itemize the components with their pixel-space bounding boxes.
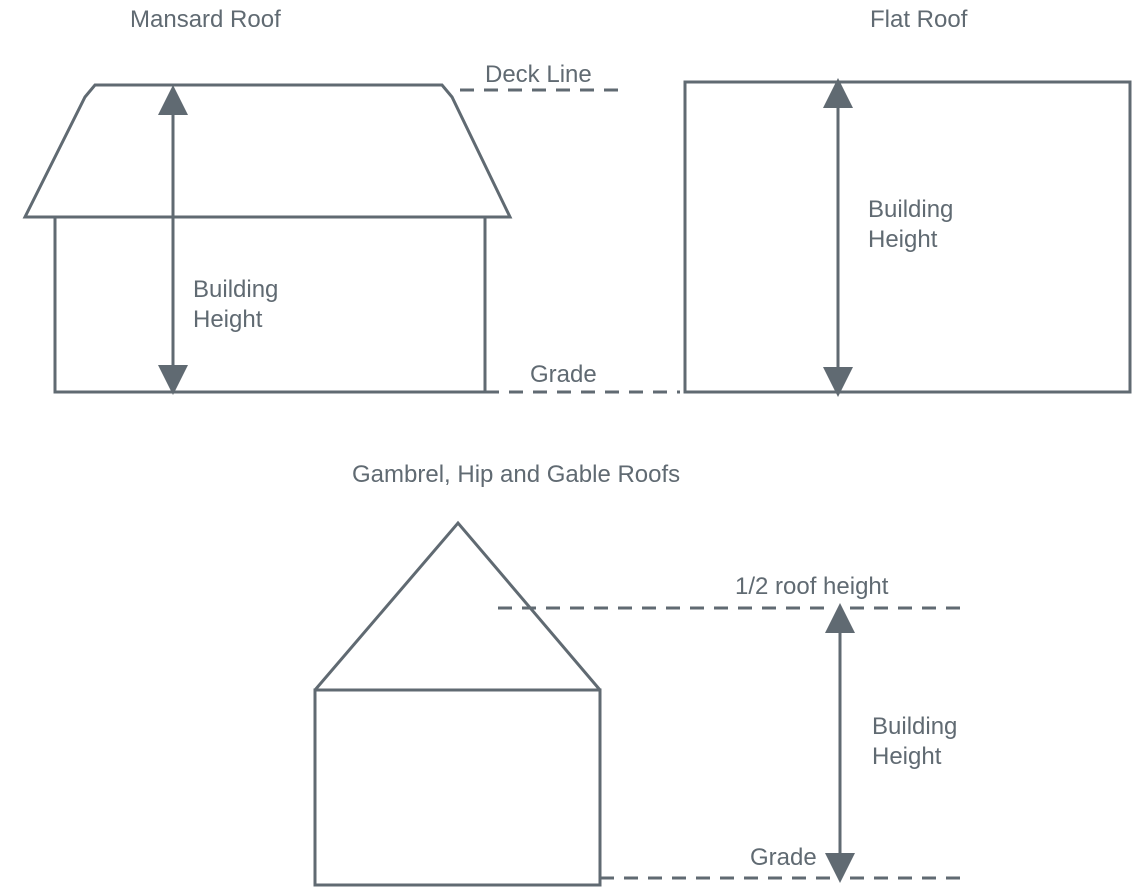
roof-height-diagram <box>0 0 1148 893</box>
gable-height-label: Building Height <box>872 712 957 772</box>
deck-line-label: Deck Line <box>485 60 592 90</box>
gable-title: Gambrel, Hip and Gable Roofs <box>352 460 680 490</box>
mansard-grade-label: Grade <box>530 360 597 390</box>
mansard-title: Mansard Roof <box>130 5 281 35</box>
flat-title: Flat Roof <box>870 5 967 35</box>
mansard-diagram <box>25 85 680 392</box>
flat-height-label: Building Height <box>868 195 953 255</box>
gable-grade-label: Grade <box>750 843 817 873</box>
half-roof-label: 1/2 roof height <box>735 572 888 602</box>
mansard-height-label: Building Height <box>193 275 278 335</box>
